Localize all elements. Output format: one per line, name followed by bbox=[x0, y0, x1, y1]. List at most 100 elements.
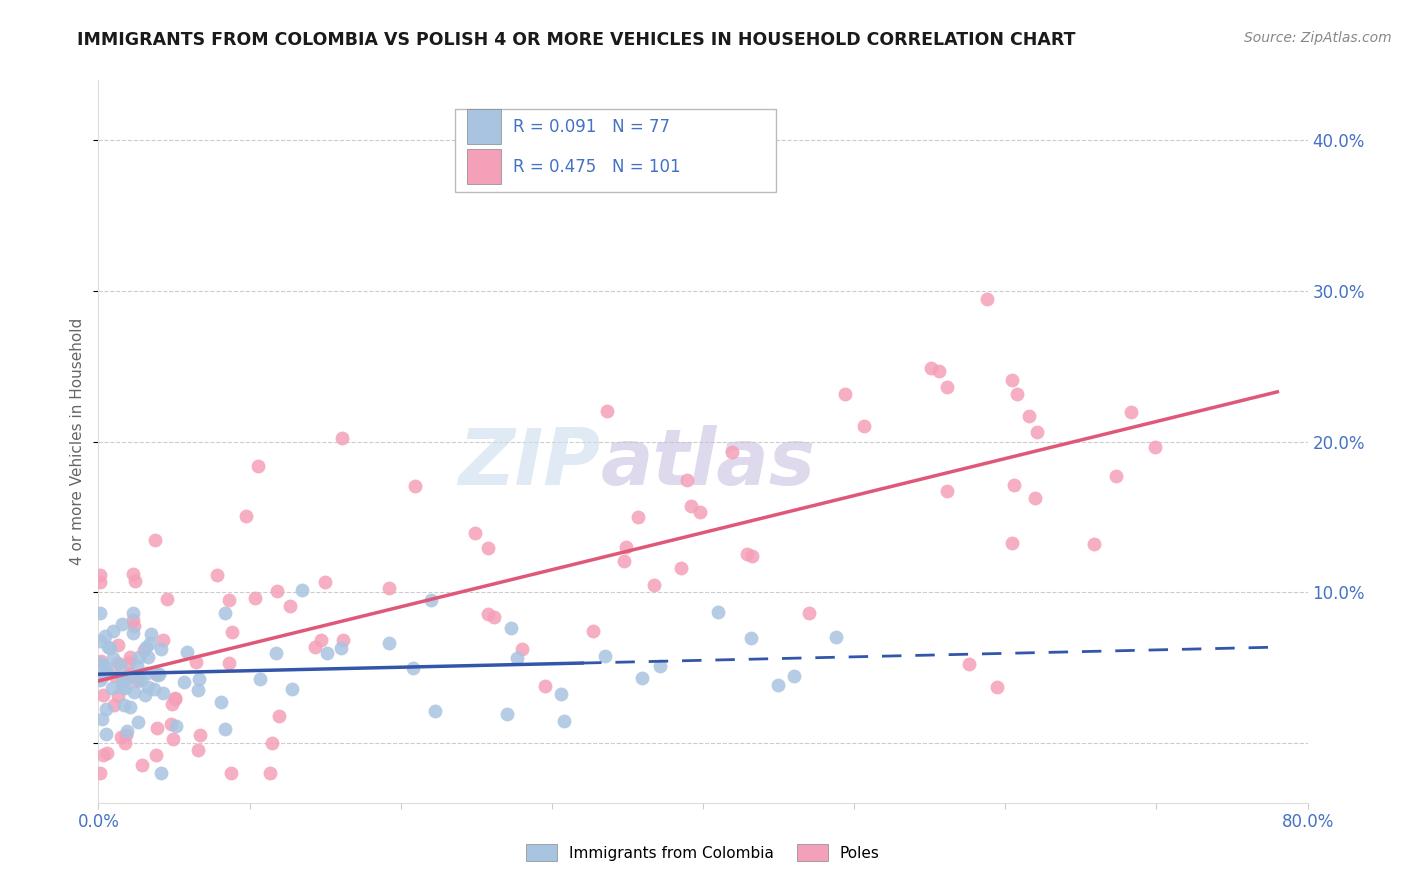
Bar bbox=[467, 110, 501, 145]
Point bbox=[671, 561, 693, 575]
Point bbox=[89, 673, 111, 687]
Point bbox=[160, 698, 183, 712]
Point bbox=[235, 508, 257, 523]
Point bbox=[614, 540, 637, 554]
Point bbox=[136, 680, 159, 694]
Point bbox=[205, 567, 228, 582]
Point bbox=[404, 479, 426, 493]
Point bbox=[221, 624, 243, 639]
Point bbox=[1143, 440, 1166, 454]
Point bbox=[114, 681, 136, 695]
Point bbox=[281, 681, 304, 696]
Point bbox=[115, 724, 138, 739]
Point bbox=[122, 685, 145, 699]
Point bbox=[139, 636, 162, 650]
Point bbox=[131, 757, 153, 772]
Point bbox=[957, 657, 980, 672]
Point bbox=[260, 735, 283, 749]
Point bbox=[935, 483, 957, 498]
Point bbox=[332, 431, 354, 445]
Point bbox=[1018, 409, 1040, 423]
Point bbox=[124, 574, 146, 589]
Point bbox=[142, 682, 165, 697]
Point bbox=[243, 591, 266, 606]
Point bbox=[127, 714, 149, 729]
Point bbox=[89, 568, 111, 582]
Point bbox=[550, 687, 572, 701]
Point bbox=[114, 735, 136, 749]
Point bbox=[146, 667, 169, 681]
Point bbox=[214, 606, 236, 620]
Point bbox=[976, 293, 998, 307]
Point bbox=[187, 682, 209, 697]
Point bbox=[249, 672, 271, 686]
Point bbox=[111, 617, 134, 632]
Text: ZIP: ZIP bbox=[458, 425, 600, 501]
Point bbox=[187, 743, 209, 757]
Point bbox=[96, 746, 118, 760]
Point bbox=[477, 607, 499, 621]
Point bbox=[152, 632, 174, 647]
Point bbox=[111, 673, 134, 688]
Point bbox=[920, 361, 942, 376]
Point bbox=[127, 659, 149, 673]
Point bbox=[852, 419, 875, 434]
Point bbox=[1104, 469, 1126, 483]
Point bbox=[112, 698, 135, 712]
Point bbox=[110, 658, 132, 673]
Point bbox=[482, 610, 505, 624]
Point bbox=[94, 629, 117, 643]
Point bbox=[423, 704, 446, 718]
Point bbox=[107, 689, 129, 703]
Bar bbox=[456, 109, 776, 193]
Point bbox=[156, 592, 179, 607]
Point bbox=[107, 638, 129, 652]
Point bbox=[681, 499, 703, 513]
Point bbox=[150, 641, 173, 656]
Point bbox=[89, 606, 111, 620]
Point bbox=[264, 646, 287, 660]
Text: R = 0.475   N = 101: R = 0.475 N = 101 bbox=[513, 158, 681, 176]
Point bbox=[499, 621, 522, 635]
Point bbox=[89, 575, 111, 590]
Point bbox=[176, 645, 198, 659]
Point bbox=[135, 640, 157, 655]
Point bbox=[1024, 491, 1046, 506]
Point bbox=[122, 566, 145, 581]
Point bbox=[1001, 374, 1024, 388]
Point bbox=[127, 672, 149, 686]
Point bbox=[136, 666, 159, 681]
Point bbox=[419, 592, 441, 607]
Point bbox=[125, 674, 148, 689]
Point bbox=[122, 613, 145, 627]
Point bbox=[707, 605, 730, 619]
Point bbox=[986, 680, 1008, 694]
Point bbox=[103, 698, 125, 712]
Point bbox=[219, 765, 242, 780]
Point bbox=[107, 656, 129, 670]
Point bbox=[506, 651, 529, 665]
Point bbox=[613, 554, 636, 568]
Point bbox=[122, 619, 145, 633]
Point bbox=[89, 633, 111, 648]
Point bbox=[148, 666, 170, 681]
Point bbox=[143, 533, 166, 547]
Point bbox=[596, 404, 619, 418]
Point bbox=[165, 719, 187, 733]
Text: IMMIGRANTS FROM COLOMBIA VS POLISH 4 OR MORE VEHICLES IN HOUSEHOLD CORRELATION C: IMMIGRANTS FROM COLOMBIA VS POLISH 4 OR … bbox=[77, 31, 1076, 49]
Point bbox=[218, 593, 240, 607]
Point bbox=[136, 650, 159, 665]
Point bbox=[935, 380, 957, 394]
Point bbox=[129, 673, 152, 688]
Point bbox=[278, 599, 301, 613]
Point bbox=[139, 627, 162, 641]
Point bbox=[173, 675, 195, 690]
Point bbox=[643, 578, 665, 592]
Point bbox=[91, 659, 114, 673]
Point bbox=[152, 686, 174, 700]
Point bbox=[163, 691, 186, 706]
Point bbox=[689, 505, 711, 519]
Point bbox=[464, 525, 486, 540]
Point bbox=[121, 625, 143, 640]
Point bbox=[187, 672, 209, 686]
